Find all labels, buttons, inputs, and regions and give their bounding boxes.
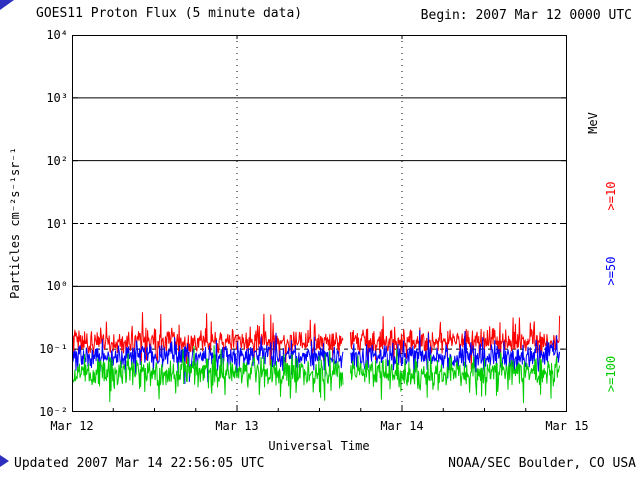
page-title: GOES11 Proton Flux (5 minute data)	[36, 6, 303, 21]
y-axis-label: Particles cm⁻²s⁻¹sr⁻¹	[8, 147, 22, 299]
x-tick-label: Mar 14	[380, 419, 424, 433]
corner-triangle-top-icon	[0, 0, 14, 10]
corner-triangle-bottom-icon	[0, 455, 9, 467]
y-tick-label: 10⁻¹	[39, 342, 68, 357]
y-tick-label: 10⁻²	[39, 405, 68, 419]
x-tick-label: Mar 12	[50, 419, 94, 433]
y-tick-label: 10⁴	[46, 28, 68, 42]
right-axis-unit-label: MeV	[586, 112, 600, 134]
x-tick-label: Mar 13	[215, 419, 259, 433]
proton-flux-plot	[72, 35, 567, 412]
y-tick-label: 10³	[46, 90, 68, 105]
flux-trace-100MeV	[72, 345, 561, 404]
series-label-gege100: >=100	[604, 355, 618, 393]
credit-text: NOAA/SEC Boulder, CO USA	[448, 456, 636, 471]
x-tick-label: Mar 15	[545, 419, 589, 433]
y-tick-label: 10²	[46, 153, 68, 168]
updated-timestamp: Updated 2007 Mar 14 22:56:05 UTC	[14, 456, 265, 471]
begin-timestamp: Begin: 2007 Mar 12 0000 UTC	[420, 8, 632, 23]
plot-frame	[72, 35, 567, 412]
flux-trace-10MeV	[72, 312, 561, 371]
y-tick-label: 10¹	[46, 216, 68, 231]
y-tick-label: 10⁰	[46, 279, 68, 294]
series-label-gege50: >=50	[604, 256, 618, 286]
x-axis-label: Universal Time	[268, 439, 370, 453]
